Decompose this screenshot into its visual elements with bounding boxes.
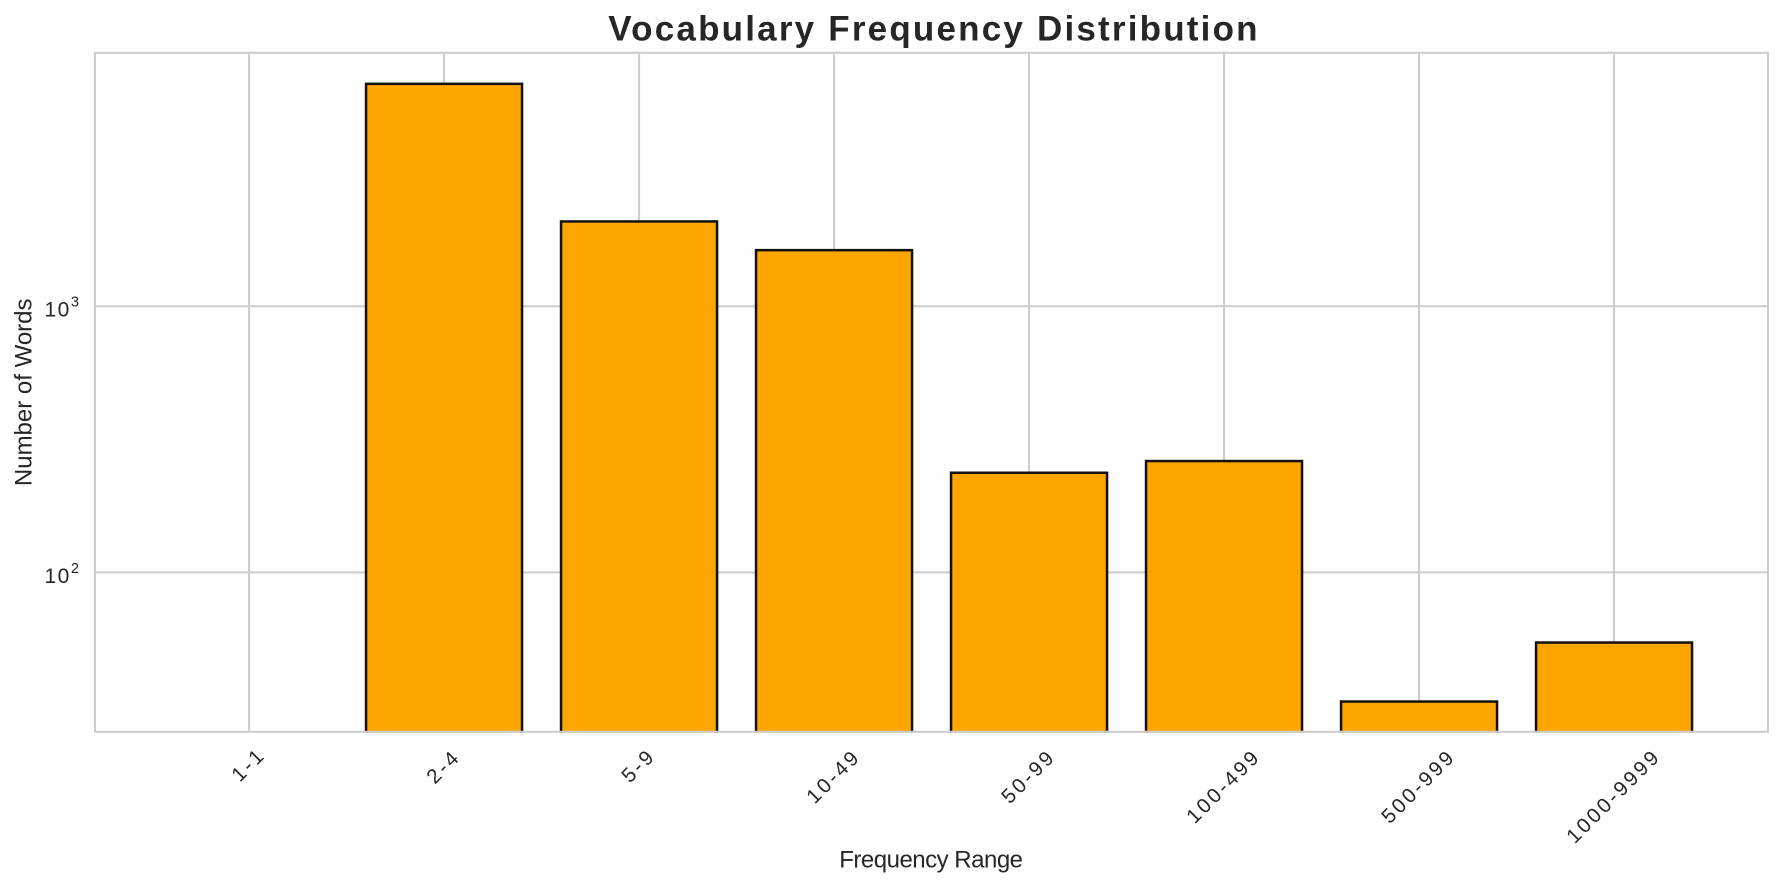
svg-text:Vocabulary Frequency Distribut: Vocabulary Frequency Distribution: [608, 9, 1260, 48]
svg-text:Frequency Range: Frequency Range: [839, 847, 1022, 874]
svg-text:Number of Words: Number of Words: [10, 298, 37, 486]
